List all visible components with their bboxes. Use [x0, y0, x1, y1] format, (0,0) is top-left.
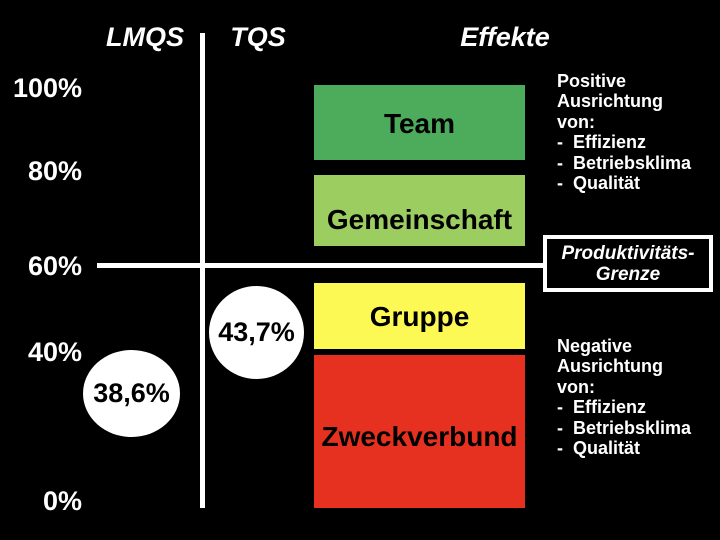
y-axis-label-80: 80%: [27, 156, 82, 186]
group-box-team: Team: [314, 85, 525, 160]
group-box-gruppe-label: Gruppe: [369, 301, 470, 332]
negative-effects-line: Negative: [557, 336, 633, 356]
score-circle-lmqs-value: 38,6%: [93, 378, 170, 408]
group-box-team-label: Team: [383, 108, 456, 139]
positive-effects-line: Positive: [557, 71, 627, 91]
positive-effects-block: Positive Ausrichtung von: - Effizienz - …: [557, 71, 717, 193]
positive-effects-line: - Qualität: [557, 173, 641, 194]
negative-effects-line: - Qualität: [557, 438, 641, 459]
positive-effects-line: - Betriebsklima: [557, 152, 692, 173]
positive-effects-line: Ausrichtung: [557, 91, 663, 112]
group-box-zweckverbund: Zweckverbund: [314, 355, 525, 508]
group-box-gemeinschaft: Gemeinschaft: [314, 175, 525, 246]
negative-effects-line: - Betriebsklima: [557, 417, 692, 438]
group-box-gruppe: Gruppe: [314, 283, 525, 349]
score-circle-tqs: 43,7%: [209, 286, 304, 379]
y-axis-label-40: 40%: [27, 337, 82, 367]
positive-effects-line: von:: [557, 111, 595, 132]
productivity-limit-line1: Produktivitäts-: [561, 242, 695, 264]
negative-effects-line: - Effizienz: [557, 397, 646, 418]
group-box-gemeinschaft-label: Gemeinschaft: [326, 204, 513, 235]
group-box-zweckverbund-label: Zweckverbund: [321, 421, 518, 452]
negative-effects-line: von:: [557, 376, 595, 397]
y-axis-label-0: 0%: [42, 486, 82, 516]
y-axis-label-100: 100%: [12, 73, 82, 103]
productivity-threshold-line: [97, 263, 543, 268]
productivity-limit-line2: Grenze: [595, 263, 661, 285]
column-header-lmqs: LMQS: [106, 22, 184, 52]
score-circle-tqs-value: 43,7%: [218, 317, 295, 347]
column-header-effekte: Effekte: [460, 22, 550, 52]
score-circle-lmqs: 38,6%: [83, 350, 180, 437]
y-axis-label-60: 60%: [27, 251, 82, 281]
column-header-tqs: TQS: [230, 22, 286, 52]
positive-effects-line: - Effizienz: [557, 132, 646, 153]
column-divider-line: [200, 33, 205, 508]
negative-effects-line: Ausrichtung: [557, 356, 663, 377]
negative-effects-block: Negative Ausrichtung von: - Effizienz - …: [557, 336, 717, 458]
productivity-limit-box: Produktivitäts- Grenze: [543, 235, 713, 292]
